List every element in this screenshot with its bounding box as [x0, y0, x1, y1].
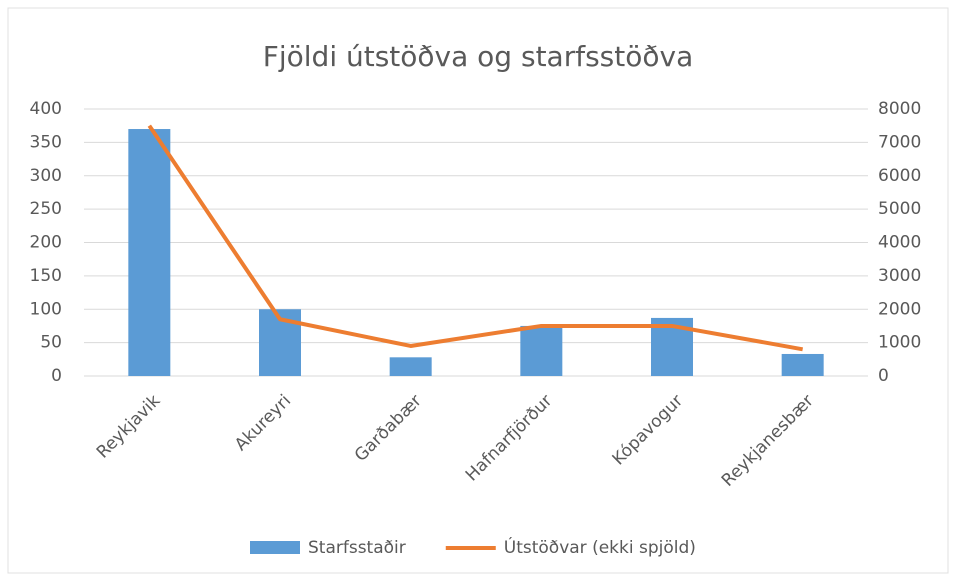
y2-tick-label: 7000: [878, 132, 921, 152]
bar: [781, 353, 824, 376]
y-tick-label: 150: [30, 266, 62, 286]
y2-tick-label: 3000: [878, 266, 921, 286]
bar: [128, 129, 171, 376]
y2-tick-label: 0: [878, 366, 889, 386]
legend-swatch: [250, 541, 300, 554]
y-tick-label: 100: [30, 299, 62, 319]
bar: [520, 325, 563, 376]
y2-tick-label: 5000: [878, 199, 921, 219]
y-tick-label: 50: [40, 333, 62, 353]
y-tick-label: 200: [30, 233, 62, 253]
y-tick-label: 350: [30, 132, 62, 152]
line: [147, 124, 804, 352]
legend-label: Útstöðvar (ekki spjöld): [504, 536, 696, 558]
y2-tick-label: 4000: [878, 233, 921, 253]
y-tick-label: 400: [30, 99, 62, 119]
y2-tick-label: 6000: [878, 166, 921, 186]
y-tick-label: 300: [30, 166, 62, 186]
y2-tick-label: 2000: [878, 299, 921, 319]
legend-label: Starfsstaðir: [308, 538, 406, 558]
chart-title: Fjöldi útstöðva og starfsstöðva: [263, 40, 693, 73]
y-tick-label: 0: [51, 366, 62, 386]
y-tick-label: 250: [30, 199, 62, 219]
bar: [389, 357, 432, 376]
y2-tick-label: 1000: [878, 333, 921, 353]
y2-tick-label: 8000: [878, 99, 921, 119]
